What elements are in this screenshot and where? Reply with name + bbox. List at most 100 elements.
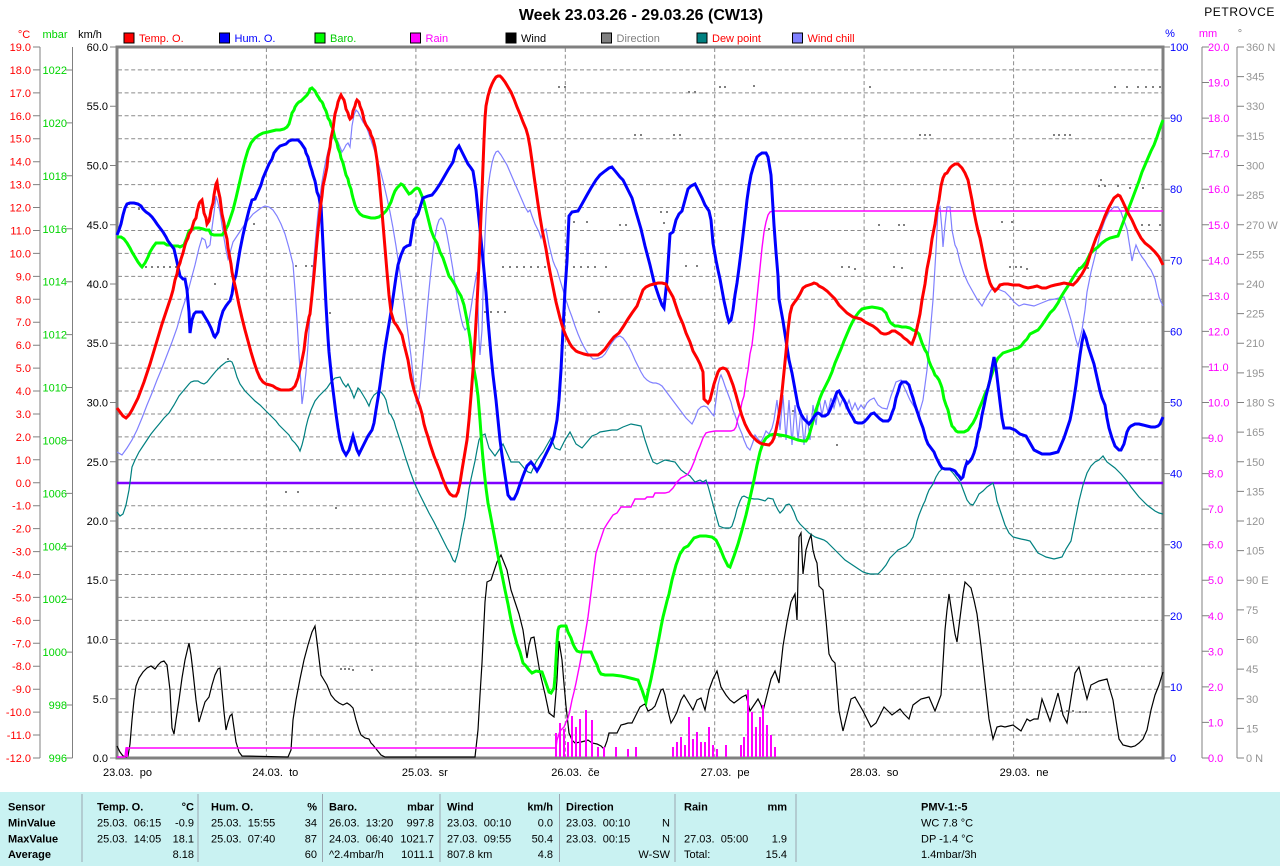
svg-text:40: 40 [1170, 469, 1182, 481]
svg-text:285: 285 [1246, 190, 1264, 202]
svg-text:1022: 1022 [43, 65, 67, 77]
svg-text:90: 90 [1170, 113, 1182, 125]
svg-text:-9.0: -9.0 [12, 684, 31, 696]
svg-text:315: 315 [1246, 131, 1264, 143]
svg-text:345: 345 [1246, 72, 1264, 84]
svg-text:^2.4mbar/h: ^2.4mbar/h [329, 849, 384, 861]
svg-text:45.0: 45.0 [87, 220, 108, 232]
svg-text:1012: 1012 [43, 330, 67, 342]
svg-text:17.0: 17.0 [10, 88, 31, 100]
svg-text:998: 998 [49, 700, 67, 712]
svg-text:4.0: 4.0 [16, 386, 31, 398]
svg-text:11.0: 11.0 [1208, 362, 1229, 374]
svg-text:12.0: 12.0 [10, 203, 31, 215]
svg-text:120: 120 [1246, 516, 1264, 528]
svg-text:24.03. 06:40: 24.03. 06:40 [329, 834, 393, 846]
svg-text:Average: Average [8, 849, 51, 861]
svg-text:1020: 1020 [43, 118, 67, 130]
svg-text:9.0: 9.0 [1208, 433, 1223, 445]
svg-text:19.0: 19.0 [10, 42, 31, 54]
svg-text:Direction: Direction [617, 33, 660, 45]
svg-text:105: 105 [1246, 546, 1264, 558]
svg-text:24.03. to: 24.03. to [252, 767, 298, 779]
svg-text:0.0: 0.0 [1208, 753, 1223, 765]
svg-text:1010: 1010 [43, 383, 67, 395]
svg-text:0.0: 0.0 [93, 753, 108, 765]
svg-text:0.0: 0.0 [16, 478, 31, 490]
svg-text:°: ° [1238, 28, 1242, 40]
svg-text:6.0: 6.0 [1208, 540, 1223, 552]
svg-text:15.0: 15.0 [1208, 220, 1229, 232]
svg-text:%: % [1165, 28, 1175, 40]
svg-text:15: 15 [1246, 723, 1258, 735]
svg-text:Baro.: Baro. [329, 802, 357, 814]
svg-text:1014: 1014 [43, 277, 67, 289]
svg-text:1011.1: 1011.1 [401, 849, 434, 861]
svg-text:°C: °C [182, 802, 194, 814]
svg-text:23.03. po: 23.03. po [103, 767, 152, 779]
svg-text:15.0: 15.0 [87, 575, 108, 587]
svg-text:30: 30 [1246, 694, 1258, 706]
svg-text:1.4mbar/3h: 1.4mbar/3h [921, 849, 977, 861]
svg-text:20.0: 20.0 [1208, 42, 1229, 54]
svg-text:75: 75 [1246, 605, 1258, 617]
svg-text:mbar: mbar [42, 29, 67, 41]
svg-text:27.03. 09:55: 27.03. 09:55 [447, 834, 511, 846]
svg-text:25.03. 07:40: 25.03. 07:40 [211, 834, 275, 846]
svg-text:MaxValue: MaxValue [8, 834, 58, 846]
svg-text:27.03. 05:00: 27.03. 05:00 [684, 834, 748, 846]
svg-text:165: 165 [1246, 427, 1264, 439]
svg-text:-5.0: -5.0 [12, 592, 31, 604]
svg-text:45: 45 [1246, 664, 1258, 676]
svg-text:1004: 1004 [43, 541, 67, 553]
svg-text:15.0: 15.0 [10, 134, 31, 146]
svg-text:26.03. 13:20: 26.03. 13:20 [329, 818, 393, 830]
svg-text:12.0: 12.0 [1208, 326, 1229, 338]
svg-text:807.8 km: 807.8 km [447, 849, 492, 861]
svg-text:7.0: 7.0 [1208, 504, 1223, 516]
svg-text:km/h: km/h [78, 29, 102, 41]
svg-text:80: 80 [1170, 184, 1182, 196]
svg-text:25.03. 06:15: 25.03. 06:15 [97, 818, 161, 830]
svg-text:20: 20 [1170, 611, 1182, 623]
svg-text:30.0: 30.0 [87, 398, 108, 410]
svg-text:11.0: 11.0 [10, 226, 31, 238]
svg-text:-3.0: -3.0 [12, 547, 31, 559]
svg-text:5.0: 5.0 [16, 363, 31, 375]
svg-text:Hum. O.: Hum. O. [235, 33, 276, 45]
svg-text:1006: 1006 [43, 488, 67, 500]
svg-text:28.03. so: 28.03. so [850, 767, 898, 779]
svg-text:Sensor: Sensor [8, 802, 46, 814]
svg-text:29.03. ne: 29.03. ne [1000, 767, 1049, 779]
svg-text:23.03. 00:10: 23.03. 00:10 [566, 818, 630, 830]
svg-text:5.0: 5.0 [93, 694, 108, 706]
svg-text:23.03. 00:10: 23.03. 00:10 [447, 818, 511, 830]
svg-text:Week 23.03.26 - 29.03.26 (CW13: Week 23.03.26 - 29.03.26 (CW13) [519, 7, 763, 24]
svg-text:Wind chill: Wind chill [808, 33, 855, 45]
svg-text:8.0: 8.0 [16, 294, 31, 306]
svg-text:34: 34 [305, 818, 317, 830]
svg-text:2.0: 2.0 [16, 432, 31, 444]
svg-text:W-SW: W-SW [638, 849, 670, 861]
svg-text:240: 240 [1246, 279, 1264, 291]
svg-text:mm: mm [767, 802, 787, 814]
svg-text:9.0: 9.0 [16, 271, 31, 283]
svg-text:16.0: 16.0 [1208, 184, 1229, 196]
svg-text:Baro.: Baro. [330, 33, 356, 45]
svg-text:Temp. O.: Temp. O. [97, 802, 143, 814]
svg-text:60: 60 [1170, 326, 1182, 338]
svg-text:N: N [662, 834, 670, 846]
svg-text:330: 330 [1246, 101, 1264, 113]
svg-text:50.0: 50.0 [87, 161, 108, 173]
svg-text:225: 225 [1246, 309, 1264, 321]
svg-text:15.4: 15.4 [766, 849, 787, 861]
svg-text:2.0: 2.0 [1208, 682, 1223, 694]
svg-text:997.8: 997.8 [406, 818, 434, 830]
svg-text:-4.0: -4.0 [12, 570, 31, 582]
svg-text:Hum. O.: Hum. O. [211, 802, 253, 814]
svg-text:3.0: 3.0 [16, 409, 31, 421]
svg-text:1.9: 1.9 [772, 834, 787, 846]
svg-text:-2.0: -2.0 [12, 524, 31, 536]
svg-text:100: 100 [1170, 42, 1188, 54]
svg-text:Wind: Wind [521, 33, 546, 45]
